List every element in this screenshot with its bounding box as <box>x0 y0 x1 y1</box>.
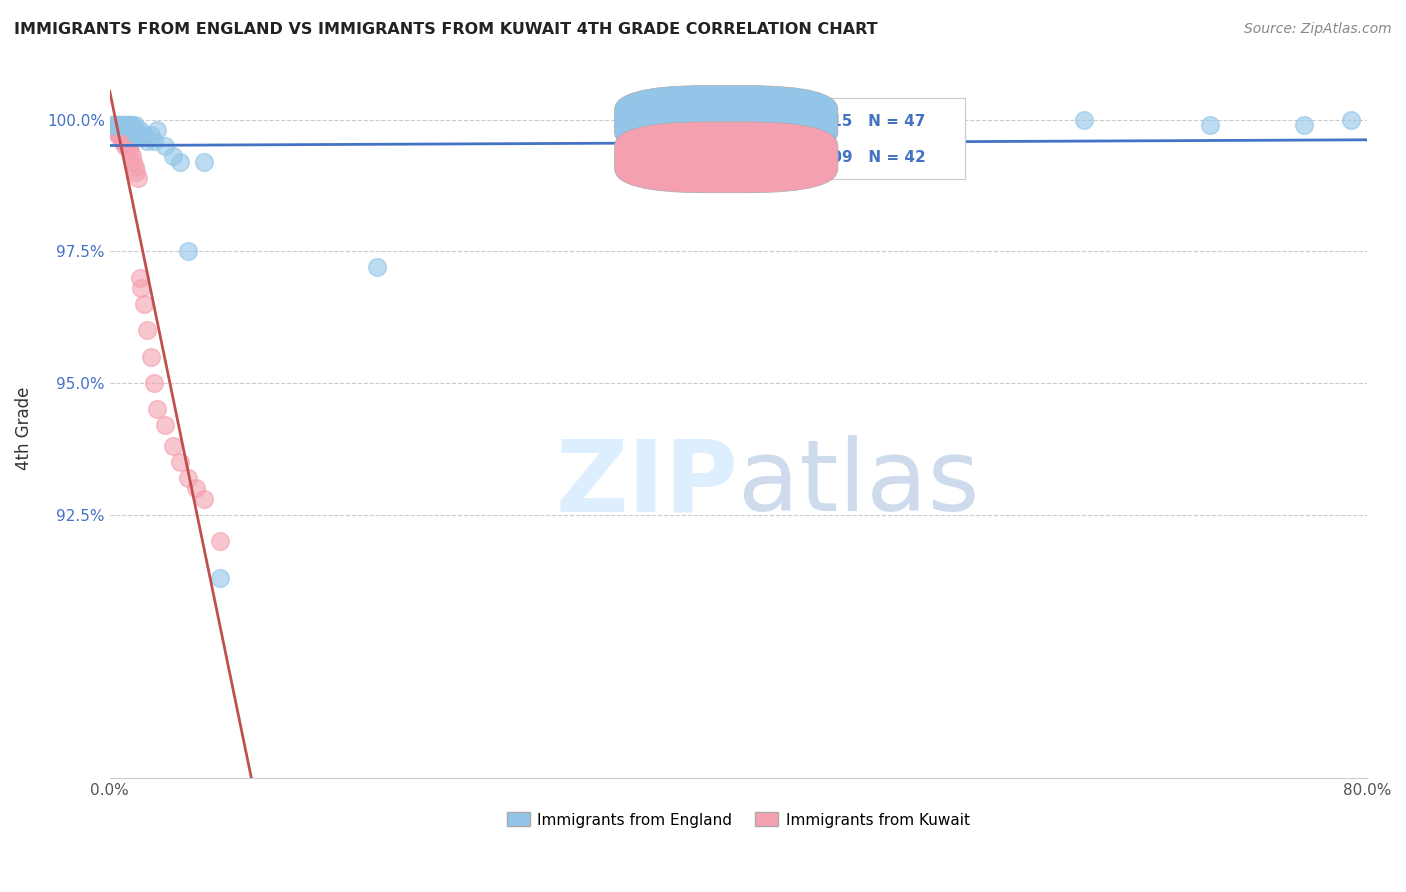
Point <box>120 118 142 132</box>
Point <box>127 170 149 185</box>
Point <box>117 118 139 132</box>
Point <box>105 123 128 137</box>
Point <box>115 118 138 132</box>
Point <box>1292 118 1315 132</box>
Point <box>208 571 231 585</box>
Point <box>112 134 135 148</box>
Point <box>120 118 142 132</box>
Point <box>103 118 125 132</box>
Text: atlas: atlas <box>738 435 980 533</box>
Point <box>186 482 208 496</box>
Point <box>110 128 132 143</box>
Point <box>128 270 150 285</box>
Point <box>103 123 125 137</box>
Point <box>169 154 191 169</box>
Point <box>139 350 162 364</box>
Point <box>101 118 124 132</box>
Point <box>146 402 169 417</box>
Point <box>112 118 135 132</box>
Point <box>117 118 139 132</box>
Point <box>110 118 132 132</box>
Point <box>108 128 131 143</box>
Point <box>115 139 138 153</box>
Point <box>103 118 125 132</box>
Point <box>177 471 200 485</box>
Point <box>107 118 129 132</box>
Point <box>153 418 176 433</box>
Point <box>117 139 139 153</box>
Point <box>111 134 134 148</box>
Point <box>125 128 148 143</box>
Point <box>193 491 215 506</box>
Point <box>111 118 134 132</box>
Point <box>146 123 169 137</box>
Point <box>105 118 128 132</box>
Point <box>111 128 134 143</box>
Point <box>162 439 184 453</box>
Point <box>105 118 128 132</box>
Point <box>107 128 129 143</box>
Y-axis label: 4th Grade: 4th Grade <box>15 386 32 469</box>
Point <box>129 128 152 143</box>
Point <box>162 149 184 163</box>
Point <box>122 123 145 137</box>
Point <box>114 128 136 143</box>
Point <box>120 145 142 159</box>
Point <box>114 139 136 153</box>
Point <box>125 165 148 179</box>
Point <box>112 128 135 143</box>
Point <box>101 118 124 132</box>
Point <box>110 118 132 132</box>
Legend: Immigrants from England, Immigrants from Kuwait: Immigrants from England, Immigrants from… <box>501 806 976 834</box>
Point <box>193 154 215 169</box>
Text: Source: ZipAtlas.com: Source: ZipAtlas.com <box>1244 22 1392 37</box>
Point <box>1073 112 1095 127</box>
Point <box>122 154 145 169</box>
Text: ZIP: ZIP <box>555 435 738 533</box>
Point <box>108 118 131 132</box>
Point <box>110 118 132 132</box>
Point <box>208 534 231 549</box>
Point <box>124 123 146 137</box>
Point <box>129 281 152 295</box>
Point <box>136 134 159 148</box>
Text: IMMIGRANTS FROM ENGLAND VS IMMIGRANTS FROM KUWAIT 4TH GRADE CORRELATION CHART: IMMIGRANTS FROM ENGLAND VS IMMIGRANTS FR… <box>14 22 877 37</box>
Point <box>114 118 136 132</box>
Point <box>1340 112 1362 127</box>
Point <box>134 297 156 311</box>
Point <box>115 118 138 132</box>
Point <box>136 323 159 337</box>
Point <box>142 376 165 390</box>
Point <box>108 118 131 132</box>
Point <box>111 118 134 132</box>
Point <box>107 123 129 137</box>
Point <box>114 118 136 132</box>
Point <box>112 118 135 132</box>
Point <box>100 118 122 132</box>
Point <box>115 134 138 148</box>
Point <box>153 139 176 153</box>
Point <box>366 260 388 274</box>
Point <box>169 455 191 469</box>
Point <box>142 134 165 148</box>
Point <box>127 128 149 143</box>
Point <box>139 128 162 143</box>
Point <box>110 123 132 137</box>
Point <box>108 123 131 137</box>
Point <box>107 118 129 132</box>
Point <box>121 118 143 132</box>
Point <box>128 123 150 137</box>
Point <box>177 244 200 259</box>
Point <box>1198 118 1220 132</box>
Point <box>134 128 156 143</box>
Point <box>124 160 146 174</box>
Point <box>121 149 143 163</box>
Point <box>101 123 124 137</box>
Point <box>124 118 146 132</box>
Point <box>105 118 128 132</box>
